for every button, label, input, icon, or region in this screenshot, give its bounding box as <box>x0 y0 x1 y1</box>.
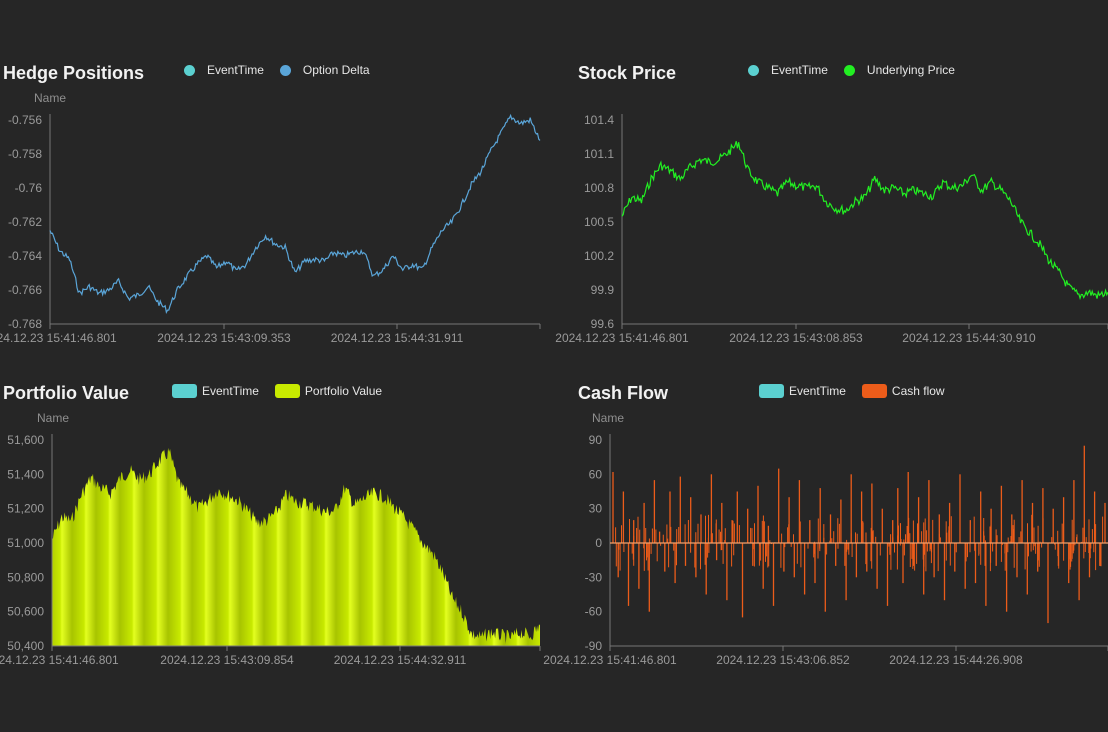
x-tick-label: 2024.12.23 15:44:26.908 <box>889 653 1023 667</box>
x-tick-label: 2024.12.23 15:43:08.853 <box>729 331 863 345</box>
y-tick-label: 101.1 <box>584 147 614 161</box>
y-tick-label: 50,800 <box>7 570 44 584</box>
legend-label: EventTime <box>207 63 264 77</box>
legend-item-eventtime[interactable]: EventTime <box>172 384 259 398</box>
legend-label: Option Delta <box>302 63 370 77</box>
chart-title: Hedge Positions <box>3 63 145 83</box>
chart-legend: EventTime Underlying Price <box>748 63 971 77</box>
hedge-chart-svg: -0.756 -0.758 -0.76 -0.762 -0.764 -0.766 -0.76… <box>0 113 541 345</box>
cash-flow-panel: Cash Flow EventTime Cash flow Name 90 60 3… <box>543 368 1108 688</box>
legend-rect-icon <box>172 384 197 398</box>
legend-dot-icon <box>843 64 855 76</box>
y-tick-label: 100.2 <box>584 249 614 263</box>
legend-item-underlying-price[interactable]: Underlying Price <box>843 63 955 77</box>
y-tick-label: 30 <box>589 502 603 516</box>
y-tick-label: 51,000 <box>7 536 44 550</box>
y-tick-label: -0.766 <box>8 283 42 297</box>
legend-label: Portfolio Value <box>304 384 383 398</box>
legend-item-eventtime[interactable]: EventTime <box>759 384 846 398</box>
portfolio-value-area <box>52 447 540 646</box>
legend-label: Cash flow <box>891 384 945 398</box>
legend-label: EventTime <box>202 384 259 398</box>
option-delta-series-line <box>49 113 541 314</box>
y-tick-label: -0.768 <box>8 317 42 331</box>
y-tick-label: -0.762 <box>8 215 42 229</box>
chart-title: Portfolio Value <box>3 383 130 403</box>
x-tick-label: 2024.12.23 15:43:06.852 <box>716 653 850 667</box>
y-tick-label: -0.76 <box>15 181 43 195</box>
y-tick-label: -0.756 <box>8 113 42 127</box>
x-tick-label: 2024.12.23 15:41:46.801 <box>0 331 117 345</box>
y-tick-label: 100.5 <box>584 215 614 229</box>
y-axis-name: Name <box>592 411 625 425</box>
legend-rect-icon <box>861 384 887 398</box>
chart-title: Cash Flow <box>578 383 669 403</box>
x-tick-label: 2024.12.23 15:43:09.353 <box>157 331 291 345</box>
x-tick-label: 2024.12.23 15:44:31.911 <box>331 331 464 345</box>
legend-item-option-delta[interactable]: Option Delta <box>279 63 370 77</box>
y-tick-label: 0 <box>595 536 602 550</box>
y-tick-label: -0.764 <box>8 249 42 263</box>
underlying-price-series-line <box>621 141 1108 301</box>
y-tick-label: 100.8 <box>584 181 614 195</box>
y-tick-label: 99.9 <box>591 283 615 297</box>
chart-legend: EventTime Cash flow <box>759 384 961 398</box>
x-tick-label: 2024.12.23 15:44:30.910 <box>902 331 1036 345</box>
portfolio-value-panel: Portfolio Value EventTime Portfolio Valu… <box>0 368 554 688</box>
legend-item-eventtime[interactable]: EventTime <box>184 63 264 77</box>
x-tick-label: 2024.12.23 15:41:46.801 <box>555 331 689 345</box>
legend-dot-icon <box>748 64 759 76</box>
x-tick-label: 2024.12.23 15:41:46.801 <box>543 653 677 667</box>
y-tick-label: 51,600 <box>7 433 44 447</box>
chart-legend: EventTime Portfolio Value <box>172 384 398 398</box>
y-tick-label: -0.758 <box>8 147 42 161</box>
x-tick-label: 2024.12.23 15:44:32.911 <box>334 653 467 667</box>
y-axis-name: Name <box>37 411 70 425</box>
y-tick-label: 60 <box>589 467 603 481</box>
legend-item-cash-flow[interactable]: Cash flow <box>861 384 945 398</box>
y-tick-label: 50,600 <box>7 605 44 619</box>
y-tick-label: -60 <box>585 605 603 619</box>
portfolio-chart-svg: 51,600 51,400 51,200 51,000 50,800 50,600 50,4… <box>0 433 541 667</box>
y-tick-label: 51,200 <box>7 502 44 516</box>
legend-dot-icon <box>184 64 195 76</box>
legend-rect-icon <box>759 384 784 398</box>
x-tick-label: 2024.12.23 15:41:46.801 <box>0 653 119 667</box>
legend-label: Underlying Price <box>866 63 955 77</box>
y-tick-label: 50,400 <box>7 639 44 653</box>
legend-item-eventtime[interactable]: EventTime <box>748 63 828 77</box>
y-tick-label: 101.4 <box>584 113 614 127</box>
y-tick-label: -30 <box>585 570 603 584</box>
y-tick-label: -90 <box>585 639 603 653</box>
chart-legend: EventTime Option Delta <box>184 63 386 77</box>
legend-item-portfolio-value[interactable]: Portfolio Value <box>274 384 383 398</box>
legend-dot-icon <box>279 64 291 76</box>
legend-label: EventTime <box>771 63 828 77</box>
stock-chart-svg: 101.4101.1100.8100.5100.299.999.62024.12… <box>555 113 1108 345</box>
y-axis-name: Name <box>34 91 67 105</box>
y-tick-label: 90 <box>589 433 603 447</box>
chart-title: Stock Price <box>578 63 677 83</box>
stock-price-panel: Stock Price EventTime Underlying Price 1… <box>554 48 1108 368</box>
x-tick-label: 2024.12.23 15:43:09.854 <box>160 653 294 667</box>
y-tick-label: 51,400 <box>7 467 44 481</box>
hedge-positions-panel: Hedge Positions EventTime Option Delta N… <box>0 48 554 368</box>
y-tick-label: 99.6 <box>591 317 615 331</box>
legend-label: EventTime <box>789 384 846 398</box>
legend-rect-icon <box>274 384 300 398</box>
